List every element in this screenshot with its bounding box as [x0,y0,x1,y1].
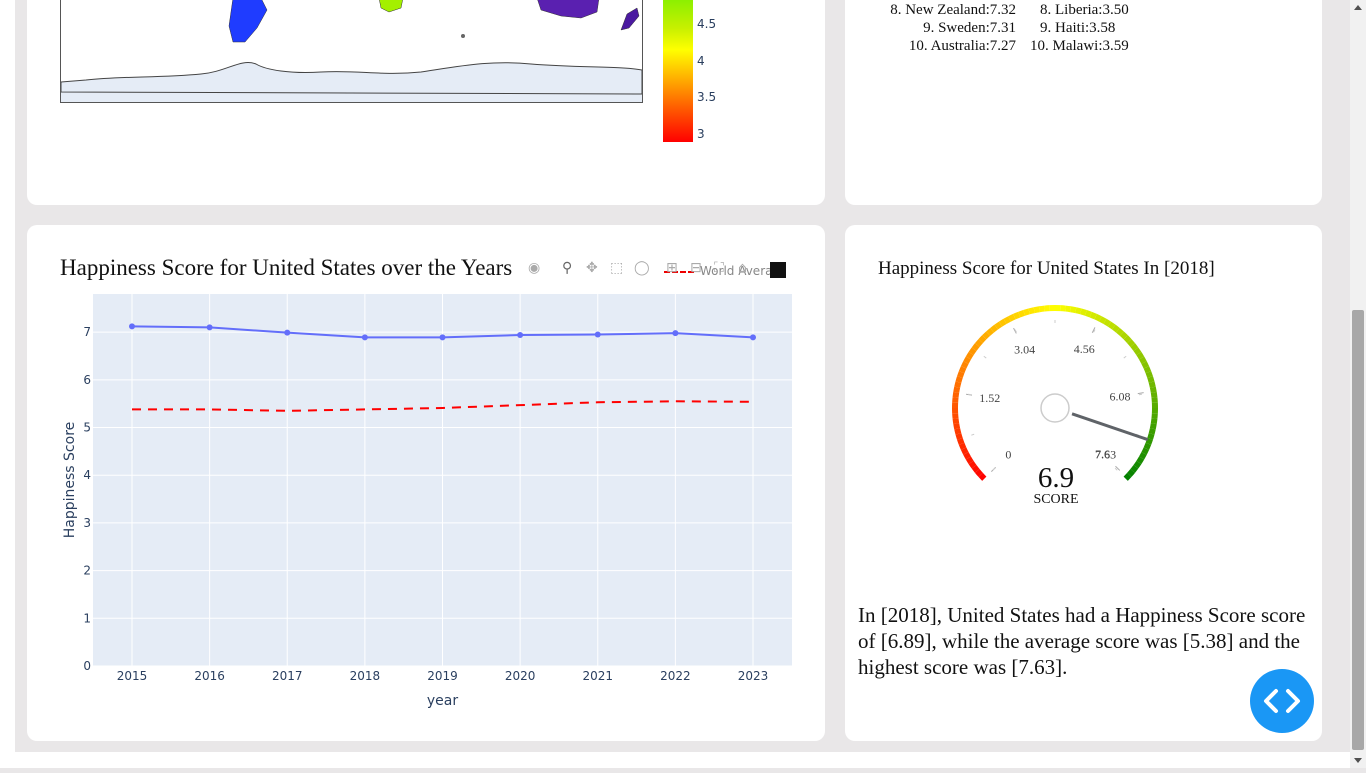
data-point [207,324,213,330]
y-tick-label: 0 [83,659,91,673]
y-tick-label: 5 [83,421,91,435]
x-tick-label: 2021 [582,669,613,683]
list-item: 10. Australia:7.27 [874,37,1016,55]
data-point [440,334,446,340]
data-point [750,334,756,340]
scrollbar-thumb[interactable] [1352,310,1364,750]
x-tick-label: 2020 [505,669,536,683]
line-chart: 2015 2016 2017 2018 2019 2020 2021 2022 2023 0 1 2 3… [0,0,830,740]
y-tick-label: 4 [83,468,91,482]
scroll-up-arrow-icon[interactable] [1350,0,1366,16]
data-point [284,330,290,336]
y-tick-label: 2 [83,564,91,578]
x-axis-title: year [427,693,458,709]
list-item: 8. New Zealand:7.32 [874,1,1016,19]
gauge-value: 6.9 [1036,462,1076,495]
x-tick-label: 2022 [660,669,691,683]
list-item: 9. Haiti:3.58 [1030,19,1150,37]
data-point [672,330,678,336]
y-tick-label: 6 [83,373,91,387]
code-icon [1250,669,1314,733]
y-tick-label: 7 [83,325,91,339]
gauge-value-label: SCORE [1026,492,1086,508]
data-point [517,332,523,338]
x-tick-label: 2018 [350,669,381,683]
bottom-countries-list: 8. Liberia:3.50 9. Haiti:3.58 10. Malawi… [1030,1,1150,55]
top-countries-list: 8. New Zealand:7.32 9. Sweden:7.31 10. A… [874,1,1016,55]
scroll-down-arrow-icon[interactable] [1350,752,1366,768]
data-point [129,323,135,329]
y-tick-label: 1 [83,611,91,625]
x-tick-label: 2017 [272,669,303,683]
code-toggle-button[interactable] [1250,669,1314,733]
x-tick-label: 2019 [427,669,458,683]
list-item: 10. Malawi:3.59 [1030,37,1150,55]
page-footer-strip [0,752,1350,768]
x-tick-label: 2015 [117,669,148,683]
vertical-scrollbar[interactable] [1350,0,1366,768]
x-tick-label: 2016 [194,669,225,683]
list-item: 8. Liberia:3.50 [1030,1,1150,19]
gauge-title: Happiness Score for United States In [20… [878,258,1215,280]
list-item: 9. Sweden:7.31 [874,19,1016,37]
data-point [362,334,368,340]
data-point [595,332,601,338]
y-axis-title: Happiness Score [62,422,78,539]
y-tick-label: 3 [83,516,91,530]
summary-text: In [2018], United States had a Happiness… [858,602,1318,680]
x-tick-label: 2023 [738,669,769,683]
